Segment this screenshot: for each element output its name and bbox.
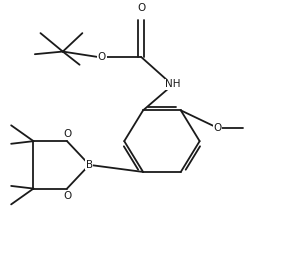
Text: O: O bbox=[98, 52, 106, 62]
Text: O: O bbox=[63, 129, 71, 139]
Text: O: O bbox=[214, 123, 222, 133]
Text: B: B bbox=[86, 160, 93, 170]
Text: NH: NH bbox=[165, 80, 181, 90]
Text: O: O bbox=[137, 3, 145, 13]
Text: O: O bbox=[63, 191, 71, 201]
